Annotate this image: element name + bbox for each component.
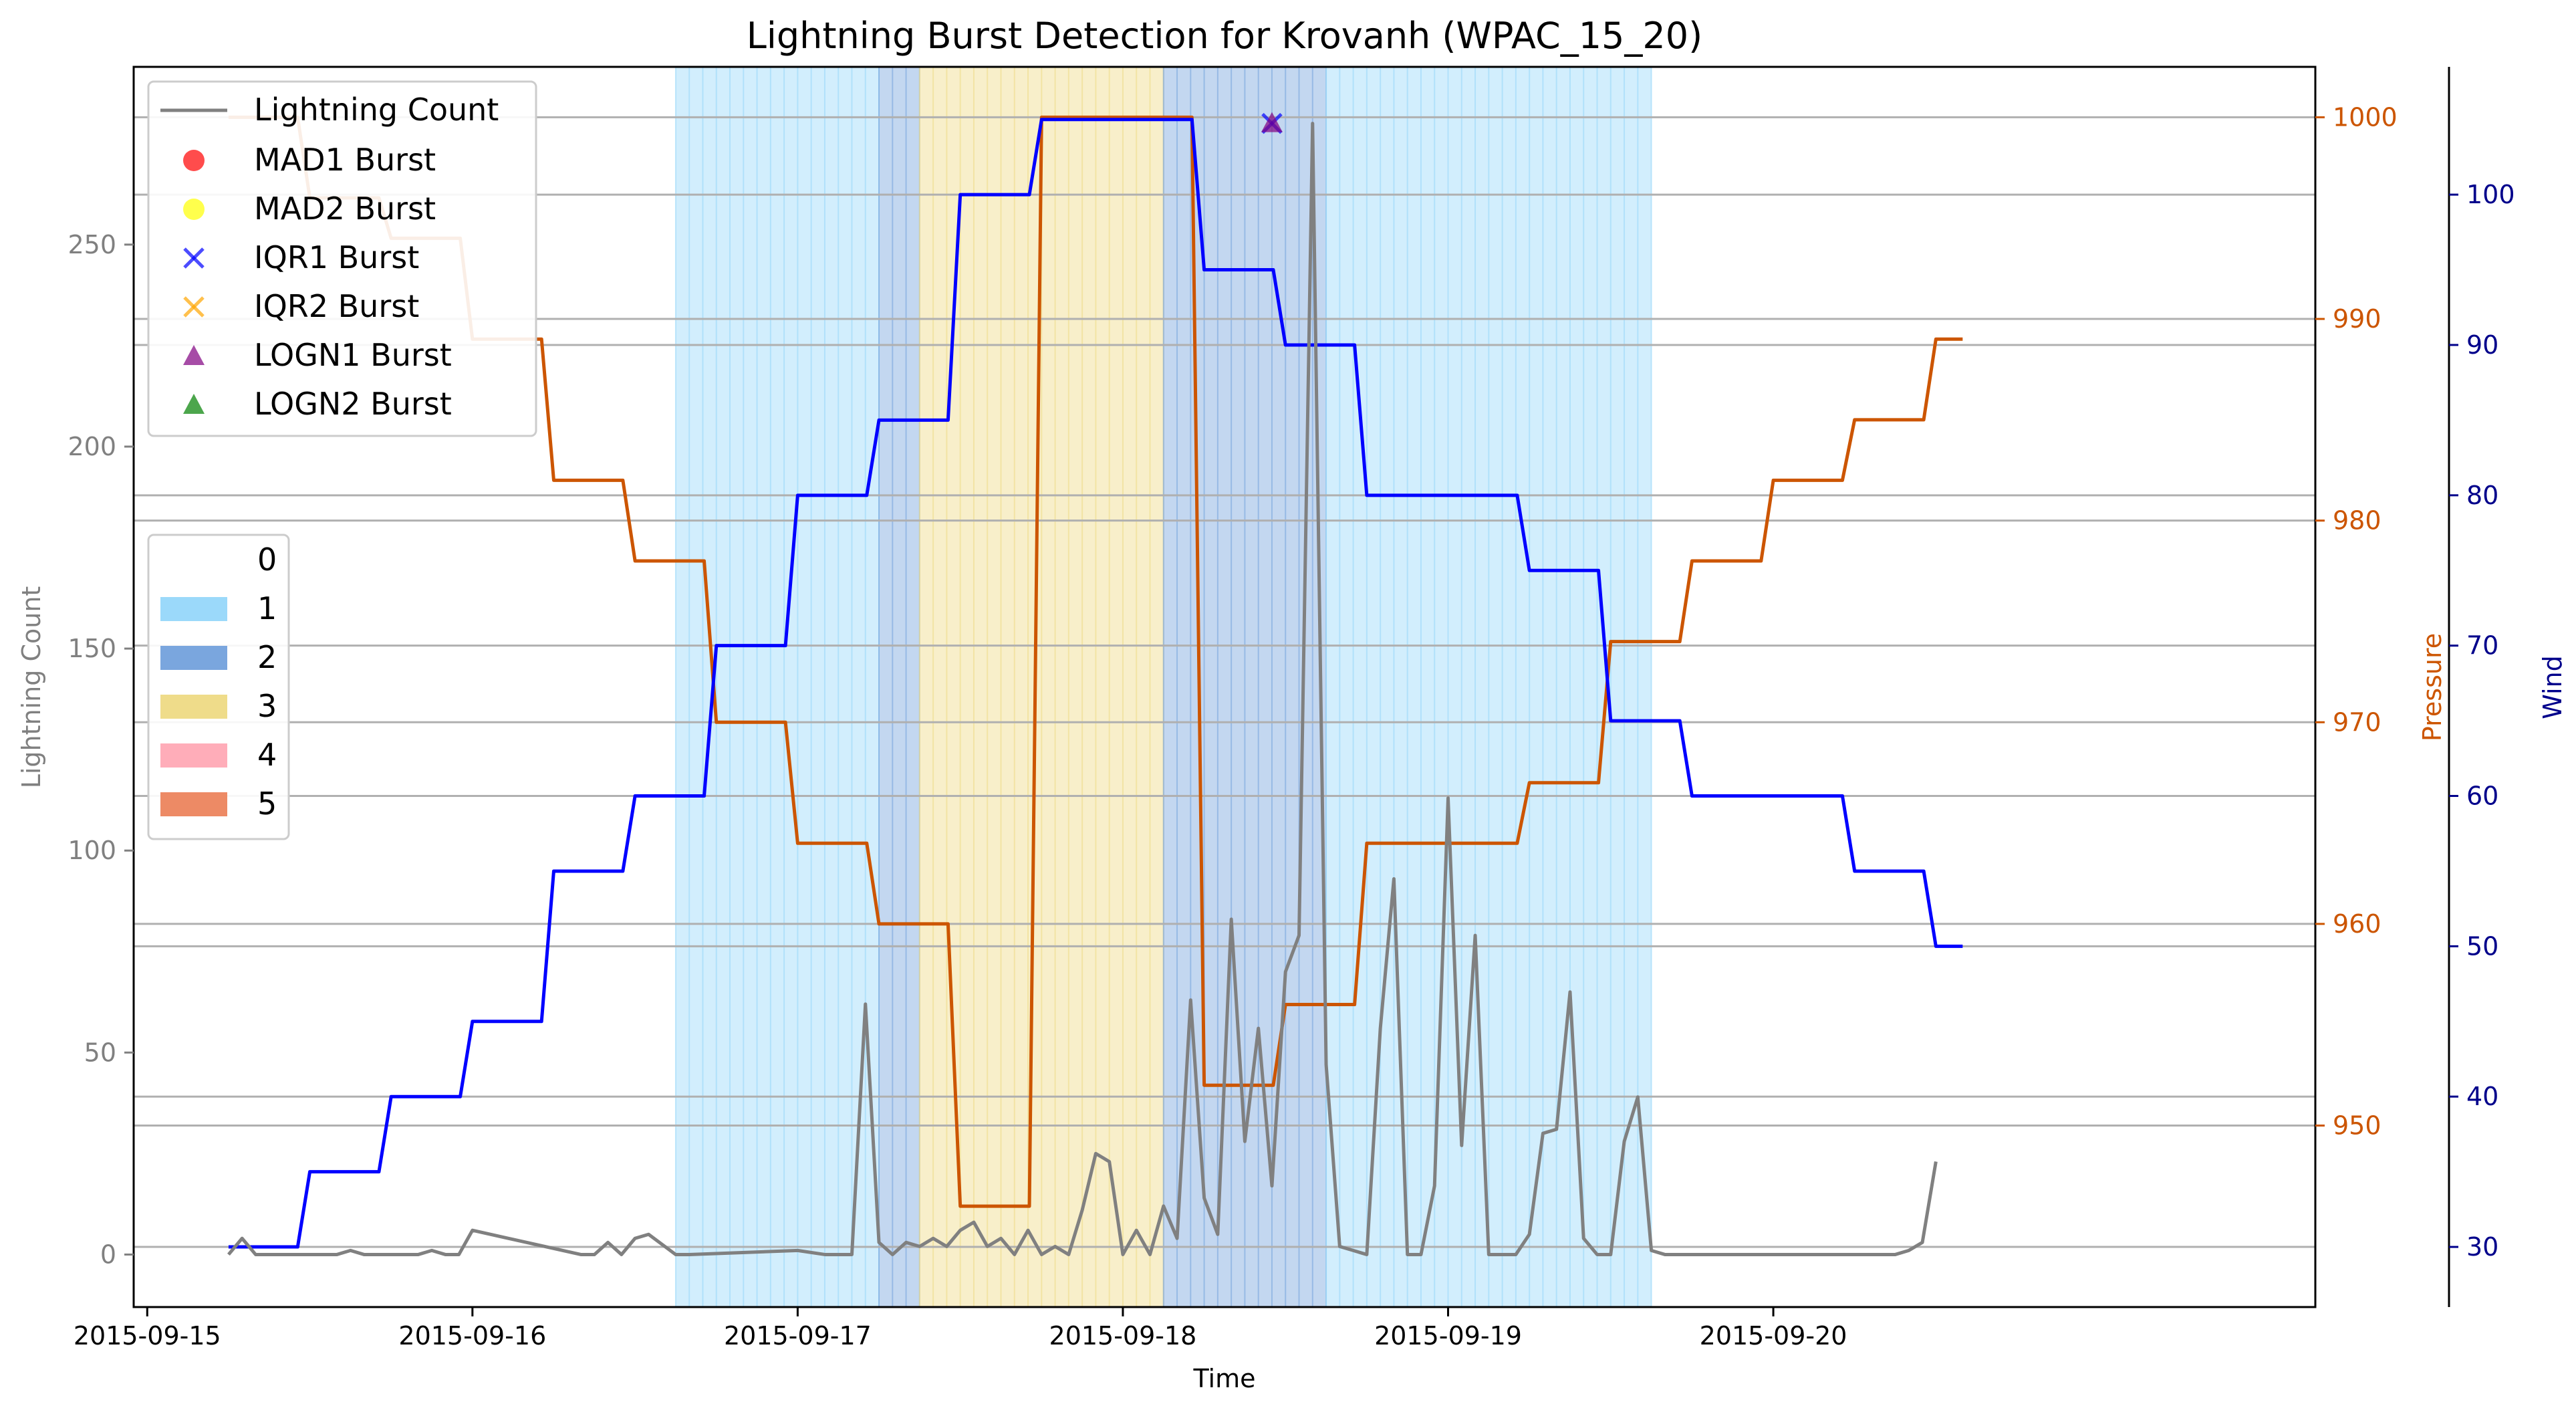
legend-swatch-mad1 [183,150,205,171]
legend-swatch-logn2 [183,394,205,414]
burst-markers [1261,112,1283,134]
y-tick-label-pressure-970: 970 [2333,707,2381,737]
legend-swatch-cat-0 [160,548,227,572]
legend-swatch-cat-4 [160,743,227,768]
legend-swatch-mad2 [183,199,205,220]
y-tick-label-wind-50: 50 [2466,931,2498,961]
legend-label-mad1: MAD1 Burst [254,142,436,178]
y-tick-label-wind-30: 30 [2466,1232,2498,1262]
legend-swatch-cat-5 [160,792,227,816]
y-tick-label-wind-100: 100 [2466,180,2515,209]
legend-label-mad2: MAD2 Burst [254,191,436,227]
y-tick-label-pressure-950: 950 [2333,1111,2381,1141]
y-tick-label-pressure-990: 990 [2333,304,2381,334]
plot-frame [132,66,2317,1308]
legend-label-cat-1: 1 [257,590,277,626]
legend-label-cat-4: 4 [257,737,277,773]
x-tick-label-2015-09-18: 2015-09-18 [1049,1321,1197,1351]
legend-swatch-cat-1 [160,597,227,621]
legend-main-frame [147,80,537,437]
x-tick-label-2015-09-17: 2015-09-17 [724,1321,872,1351]
legend-label-cat-0: 0 [257,542,277,578]
burst-marker-logn1-0 [1261,112,1283,132]
x-axis: 2015-09-15 2015-09-16 2015-09-17 2015-09-18… [74,1307,1847,1351]
legend-category: 0 1 2 3 4 5 [147,534,290,840]
y-tick-label-count-250: 250 [68,230,116,259]
legend-label-logn2: LOGN2 Burst [254,386,452,422]
y-tick-label-pressure-980: 980 [2333,506,2381,536]
x-tick-label-2015-09-20: 2015-09-20 [1700,1321,1847,1351]
legend-swatch-iqr2 [183,296,205,318]
legend-swatch-cat-2 [160,646,227,670]
x-axis-label: Time [1193,1364,1256,1393]
legend-label-cat-3: 3 [257,688,277,724]
category-bands [674,67,1652,1307]
chart-title: Lightning Burst Detection for Krovanh (W… [747,15,1702,57]
y-axis-label-wind: Wind [2538,655,2567,719]
x-tick-label-2015-09-16: 2015-09-16 [398,1321,546,1351]
x-tick-label-2015-09-15: 2015-09-15 [74,1321,221,1351]
legend-label-cat-2: 2 [257,639,277,675]
y-axis-label-lightning-count: Lightning Count [17,586,46,789]
legend-label-logn1: LOGN1 Burst [254,337,452,373]
y-axis-label-pressure: Pressure [2418,633,2447,741]
category-band-0 [675,67,880,1307]
legend-swatch-iqr1 [183,247,205,269]
series-pressure [228,115,1963,1208]
y-tick-label-count-150: 150 [68,634,116,663]
y-tick-label-pressure-960: 960 [2333,909,2381,939]
y-tick-label-count-200: 200 [68,432,116,461]
wind-axis: 30 40 50 60 70 80 90 100 [2449,180,2515,1262]
y-tick-label-wind-60: 60 [2466,782,2498,811]
series-wind [228,118,1963,1249]
y-tick-label-wind-90: 90 [2466,330,2498,360]
series-lines [227,115,1963,1256]
y-tick-label-count-0: 0 [100,1240,116,1269]
legend-label-lightning-count: Lightning Count [254,92,499,128]
legend-label-iqr2: IQR2 Burst [254,288,419,324]
lightning-count-axis: 0 50 100 150 200 250 [68,230,134,1269]
y-tick-label-wind-80: 80 [2466,481,2498,510]
y-tick-label-count-100: 100 [68,836,116,865]
y-tick-label-count-50: 50 [84,1038,116,1067]
legend-swatch-cat-3 [160,695,227,719]
y-tick-label-pressure-1000: 1000 [2333,102,2398,132]
legend-main: Lightning Count MAD1 Burst MAD2 Burst IQ… [147,80,537,437]
legend-swatch-logn1 [183,345,205,365]
series-lightning-count [227,122,1938,1256]
x-tick-label-2015-09-19: 2015-09-19 [1374,1321,1522,1351]
category-band-1 [879,67,920,1307]
legend-label-cat-5: 5 [257,786,277,822]
legend-label-iqr1: IQR1 Burst [254,239,419,275]
pressure-axis: 950 960 970 980 990 1000 [2315,102,2398,1141]
y-tick-label-wind-40: 40 [2466,1082,2498,1111]
y-tick-label-wind-70: 70 [2466,631,2498,661]
